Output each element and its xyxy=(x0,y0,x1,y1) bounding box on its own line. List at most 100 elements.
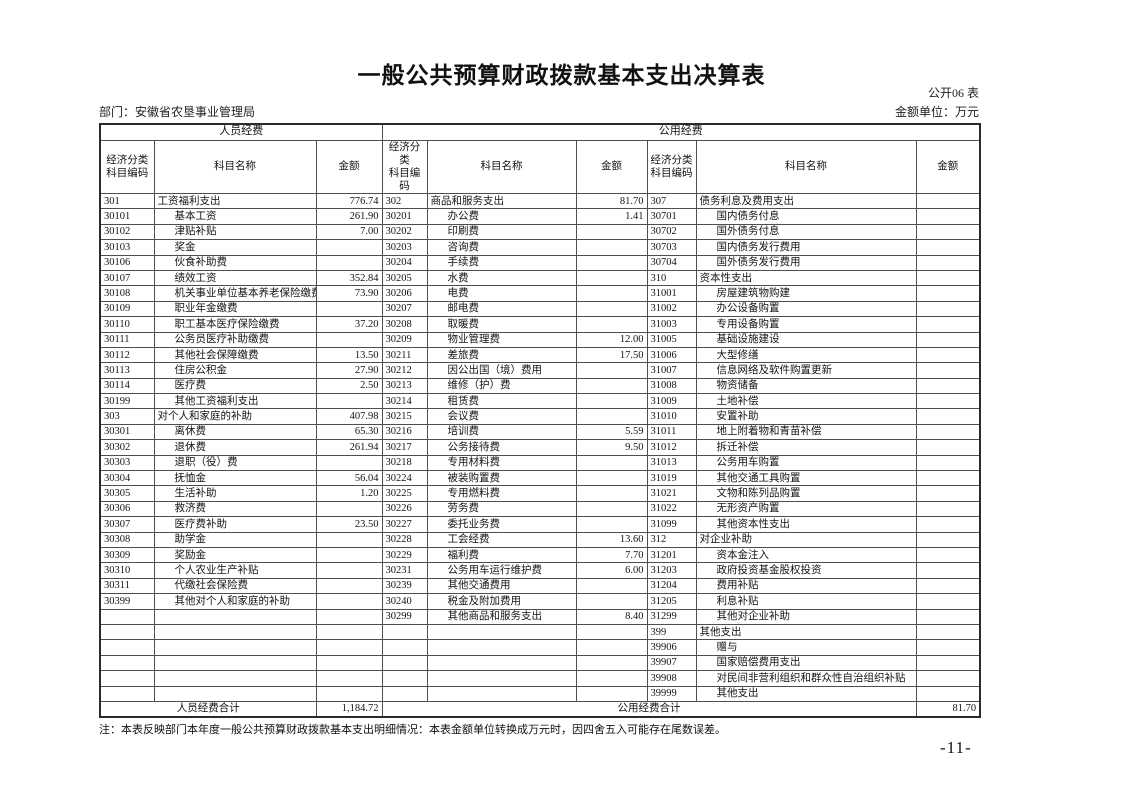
amount-cell xyxy=(915,223,981,241)
table-row: 30106 伙食补助费 30204 手续费 30704 国外债务发行费用 xyxy=(99,254,981,271)
code-cell: 30217 xyxy=(381,439,428,456)
meta-row: 部门：安徽省农垦事业管理局 金额单位：万元 xyxy=(99,103,979,120)
amount-cell xyxy=(575,670,648,687)
name-cell: 土地补偿 xyxy=(695,393,917,410)
page-title: 一般公共预算财政拨款基本支出决算表 xyxy=(357,62,766,88)
code-cell: 30114 xyxy=(99,377,155,395)
amount-cell xyxy=(575,654,648,672)
code-cell: 312 xyxy=(646,531,697,548)
code-cell: 39906 xyxy=(646,639,697,656)
code-cell: 30299 xyxy=(381,608,428,625)
amount-cell xyxy=(315,393,383,410)
table-row: 30113 住房公积金 27.90 30212 因公出国（境）费用 31007 信息网络及软… xyxy=(99,362,981,379)
name-cell: 医疗费补助 xyxy=(153,516,317,533)
amount-cell xyxy=(315,546,383,564)
name-cell: 物业管理费 xyxy=(426,331,577,348)
code-cell: 30703 xyxy=(646,239,697,256)
amount-cell xyxy=(575,377,648,395)
code-cell: 30203 xyxy=(381,239,428,256)
amount-cell xyxy=(575,639,648,656)
code-cell: 30102 xyxy=(99,223,155,241)
name-cell: 其他资本性支出 xyxy=(695,516,917,533)
code-cell: 31012 xyxy=(646,439,697,456)
name-cell: 代缴社会保险费 xyxy=(153,577,317,595)
code-cell: 30304 xyxy=(99,470,155,487)
amount-cell: 261.90 xyxy=(315,208,383,225)
amount-cell xyxy=(915,362,981,379)
code-cell xyxy=(99,654,155,672)
code-cell xyxy=(381,639,428,656)
code-cell: 301 xyxy=(99,192,155,210)
code-cell xyxy=(381,670,428,687)
amount-cell xyxy=(575,223,648,241)
amount-cell xyxy=(575,577,648,595)
name-cell: 其他交通工具购置 xyxy=(695,470,917,487)
amount-cell xyxy=(575,454,648,472)
totals-row: 人员经费合计 1,184.72 公用经费合计 81.70 xyxy=(99,700,981,718)
code-cell: 30214 xyxy=(381,393,428,410)
amount-cell xyxy=(915,623,981,641)
table-row: 39908 对民间非营利组织和群众性自治组织补贴 xyxy=(99,670,981,687)
amount-cell: 8.40 xyxy=(575,608,648,625)
code-cell: 31299 xyxy=(646,608,697,625)
amount-cell xyxy=(915,500,981,518)
amount-cell xyxy=(915,300,981,318)
name-cell: 因公出国（境）费用 xyxy=(426,362,577,379)
name-cell: 公务员医疗补助缴费 xyxy=(153,331,317,348)
name-cell: 专用材料费 xyxy=(426,454,577,472)
name-cell: 救济费 xyxy=(153,500,317,518)
amount-cell xyxy=(315,654,383,672)
code-cell: 31005 xyxy=(646,331,697,348)
amount-cell xyxy=(915,485,981,502)
table-row: 30199 其他工资福利支出 30214 租赁费 31009 土地补偿 xyxy=(99,393,981,410)
amount-cell: 2.50 xyxy=(315,377,383,395)
code-cell: 310 xyxy=(646,269,697,287)
code-cell: 31011 xyxy=(646,423,697,441)
amount-cell xyxy=(915,346,981,364)
amount-cell xyxy=(315,531,383,548)
amount-cell xyxy=(315,577,383,595)
public-total-label: 公用经费合计 xyxy=(381,700,917,718)
name-cell: 租赁费 xyxy=(426,393,577,410)
amount-cell xyxy=(575,285,648,302)
name-cell xyxy=(426,623,577,641)
name-cell: 物资储备 xyxy=(695,377,917,395)
table-row: 30305 生活补助 1.20 30225 专用燃料费 31021 文物和陈列品购置 xyxy=(99,485,981,502)
amount-cell xyxy=(915,470,981,487)
name-cell: 国内债务付息 xyxy=(695,208,917,225)
code-cell: 30113 xyxy=(99,362,155,379)
table-row: 30112 其他社会保障缴费 13.50 30211 差旅费 17.50 31006 大型修缮 xyxy=(99,346,981,364)
code-cell: 31008 xyxy=(646,377,697,395)
code-cell: 30211 xyxy=(381,346,428,364)
code-cell: 30103 xyxy=(99,239,155,256)
amount-cell: 7.70 xyxy=(575,546,648,564)
code-cell: 30228 xyxy=(381,531,428,548)
code-cell: 30306 xyxy=(99,500,155,518)
amount-cell xyxy=(575,269,648,287)
table-row: 30301 离休费 65.30 30216 培训费 5.59 31011 地上附着物和青苗补偿 xyxy=(99,423,981,441)
section-header-row: 人员经费 公用经费 xyxy=(99,123,981,141)
name-cell: 个人农业生产补贴 xyxy=(153,562,317,579)
table-row: 30111 公务员医疗补助缴费 30209 物业管理费 12.00 31005 基础设施建设 xyxy=(99,331,981,348)
amount-cell xyxy=(575,316,648,333)
code-cell: 30239 xyxy=(381,577,428,595)
code-cell: 30301 xyxy=(99,423,155,441)
public-total-amount: 81.70 xyxy=(915,700,981,718)
amount-cell xyxy=(315,331,383,348)
code-cell: 30305 xyxy=(99,485,155,502)
name-cell: 对个人和家庭的补助 xyxy=(153,408,317,425)
amount-cell xyxy=(915,208,981,225)
amount-cell: 81.70 xyxy=(575,192,648,210)
amount-cell: 27.90 xyxy=(315,362,383,379)
name-cell: 退休费 xyxy=(153,439,317,456)
name-cell: 基本工资 xyxy=(153,208,317,225)
amount-cell: 12.00 xyxy=(575,331,648,348)
name-cell: 绩效工资 xyxy=(153,269,317,287)
name-cell: 职工基本医疗保险缴费 xyxy=(153,316,317,333)
name-cell xyxy=(153,685,317,702)
code-cell: 30215 xyxy=(381,408,428,425)
name-cell: 资本性支出 xyxy=(695,269,917,287)
code-cell: 30303 xyxy=(99,454,155,472)
amount-cell xyxy=(915,331,981,348)
name-cell: 基础设施建设 xyxy=(695,331,917,348)
